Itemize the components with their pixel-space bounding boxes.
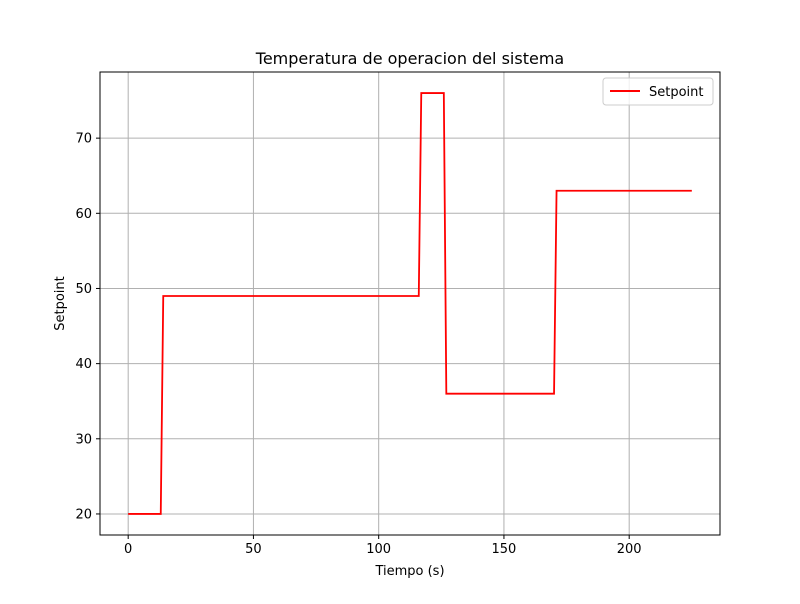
- y-tick-label: 20: [75, 507, 92, 522]
- x-tick-label: 0: [124, 542, 132, 557]
- y-tick-label: 70: [75, 132, 92, 147]
- plot-frame: [99, 71, 721, 536]
- axes: 0 50 100 150 200 20 30 40 50 60 70: [75, 132, 641, 557]
- x-tick-label: 150: [492, 542, 517, 557]
- x-axis-label: Tiempo (s): [374, 564, 444, 579]
- series-line-setpoint: [128, 92, 692, 515]
- grid: [100, 72, 720, 535]
- x-tick-label: 200: [617, 542, 642, 557]
- plot-area: [100, 72, 720, 535]
- y-tick-label: 50: [75, 282, 92, 297]
- legend: Setpoint: [602, 77, 714, 106]
- y-tick-label: 40: [75, 357, 92, 372]
- legend-box: [602, 77, 714, 106]
- x-tick-label: 100: [366, 542, 391, 557]
- chart-title: Temperatura de operacion del sistema: [255, 49, 564, 68]
- legend-label-setpoint: Setpoint: [649, 85, 704, 100]
- series-layer: [128, 92, 692, 515]
- x-tick-label: 50: [245, 542, 262, 557]
- y-axis-label: Setpoint: [53, 276, 68, 331]
- y-tick-label: 30: [75, 432, 92, 447]
- y-tick-label: 60: [75, 207, 92, 222]
